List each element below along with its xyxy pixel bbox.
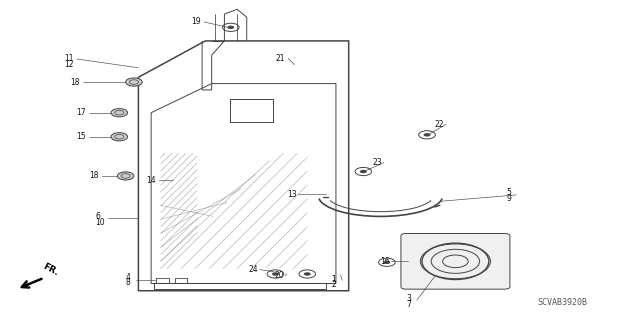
Text: 22: 22: [435, 120, 444, 129]
Text: 16: 16: [381, 257, 390, 266]
Circle shape: [111, 108, 127, 117]
Text: 18: 18: [90, 171, 99, 181]
Text: 8: 8: [125, 278, 131, 287]
Circle shape: [360, 170, 367, 173]
Text: 2: 2: [332, 280, 336, 289]
Circle shape: [304, 272, 311, 276]
Text: 13: 13: [287, 190, 296, 199]
Circle shape: [125, 78, 142, 86]
Circle shape: [227, 26, 234, 29]
Text: 7: 7: [406, 300, 411, 309]
Circle shape: [383, 261, 390, 264]
Circle shape: [424, 133, 431, 137]
Text: 18: 18: [70, 78, 80, 86]
Text: 12: 12: [64, 60, 74, 69]
Text: SCVAB3920B: SCVAB3920B: [538, 298, 588, 307]
Text: 23: 23: [372, 158, 382, 167]
Circle shape: [117, 172, 134, 180]
Text: 19: 19: [191, 18, 201, 26]
Text: 15: 15: [77, 132, 86, 141]
Text: 21: 21: [275, 54, 285, 63]
Text: 20: 20: [274, 271, 284, 280]
Text: 11: 11: [64, 54, 74, 63]
Text: 4: 4: [125, 273, 131, 282]
Text: 17: 17: [77, 108, 86, 117]
Text: 10: 10: [96, 218, 106, 226]
Text: 14: 14: [147, 175, 156, 185]
Circle shape: [111, 133, 127, 141]
Text: 3: 3: [406, 294, 411, 303]
Text: 6: 6: [96, 212, 100, 221]
Text: 5: 5: [506, 188, 511, 197]
Text: 1: 1: [332, 275, 336, 284]
FancyBboxPatch shape: [401, 234, 510, 289]
Text: 9: 9: [506, 194, 511, 203]
Circle shape: [272, 272, 279, 276]
Text: FR.: FR.: [41, 262, 60, 277]
Text: 24: 24: [248, 265, 259, 274]
